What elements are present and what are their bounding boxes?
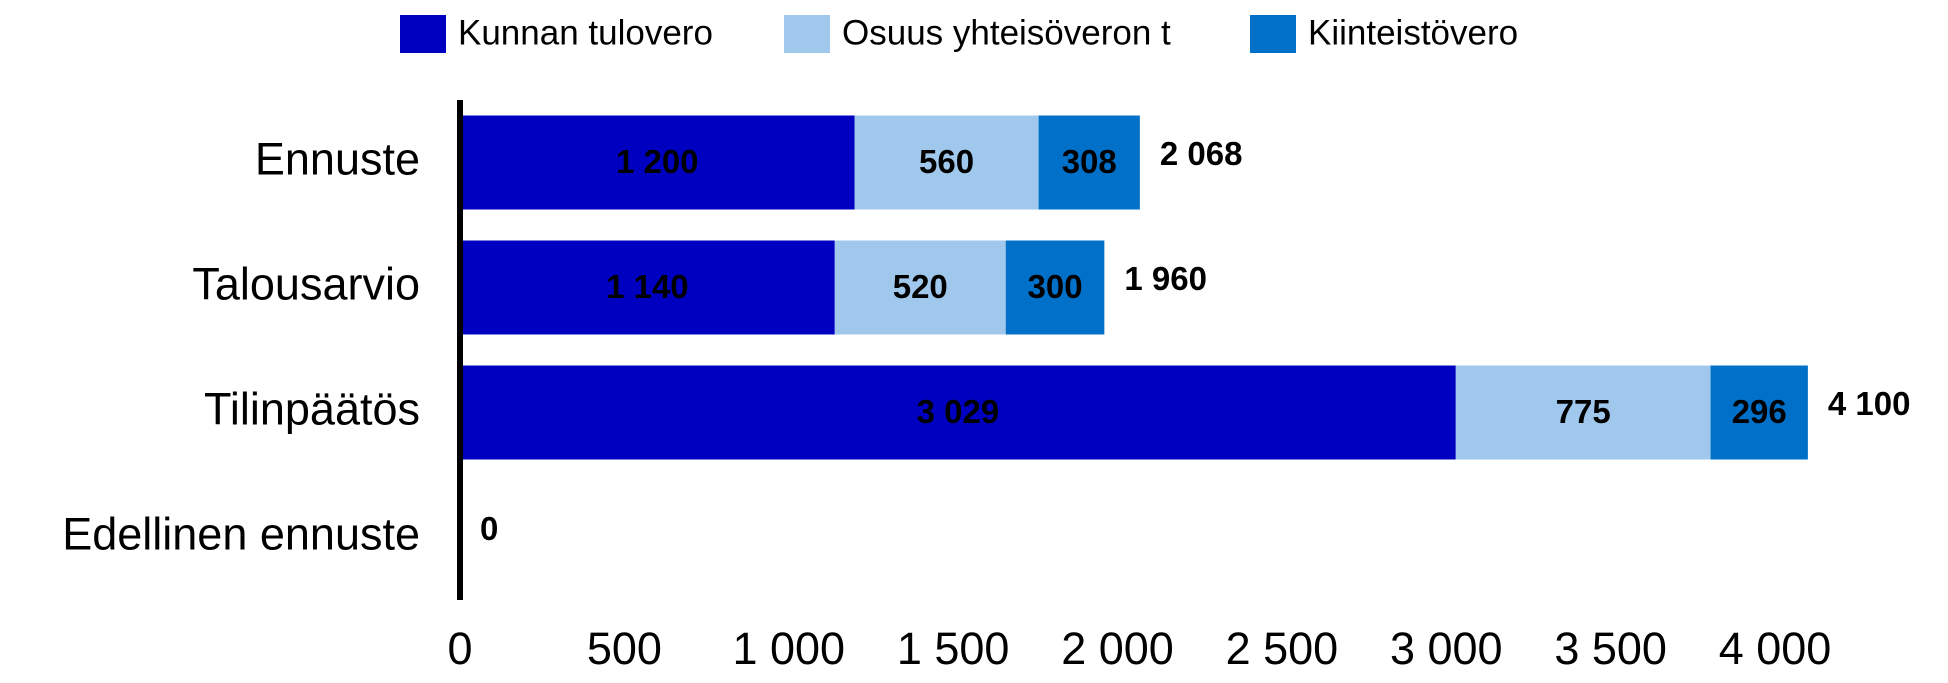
bar-segment — [1038, 115, 1140, 210]
legend-label: Osuus yhteisöveron t — [842, 13, 1171, 52]
bar-value-label: 520 — [893, 268, 948, 305]
legend-label: Kunnan tulovero — [458, 13, 713, 52]
x-tick-label: 3 000 — [1390, 623, 1503, 674]
total-label: 0 — [480, 510, 498, 547]
x-tick-label: 0 — [447, 623, 472, 674]
bar-segment — [1005, 240, 1105, 335]
bar-segment — [460, 365, 1456, 460]
bar-segment — [460, 240, 835, 335]
category-label: Tilinpäätös — [204, 383, 420, 434]
x-tick-label: 1 500 — [897, 623, 1010, 674]
x-tick-label: 4 000 — [1719, 623, 1832, 674]
bar-segment — [1455, 365, 1711, 460]
bar-segment — [854, 115, 1039, 210]
x-tick-label: 2 500 — [1226, 623, 1339, 674]
bar-value-label: 308 — [1062, 143, 1117, 180]
bar-segment — [460, 115, 855, 210]
x-tick-label: 500 — [587, 623, 662, 674]
legend-swatch — [784, 15, 830, 53]
bar-value-label: 1 140 — [606, 268, 689, 305]
total-label: 2 068 — [1160, 135, 1243, 172]
bar-value-label: 3 029 — [917, 393, 1000, 430]
category-label: Talousarvio — [192, 258, 420, 309]
bar-segment — [1710, 365, 1808, 460]
legend-swatch — [400, 15, 446, 53]
total-label: 1 960 — [1124, 260, 1207, 297]
bar-value-label: 300 — [1028, 268, 1083, 305]
x-tick-label: 3 500 — [1554, 623, 1667, 674]
bar-value-label: 775 — [1556, 393, 1611, 430]
bar-value-label: 1 200 — [616, 143, 699, 180]
x-tick-label: 1 000 — [732, 623, 845, 674]
category-label: Edellinen ennuste — [62, 508, 420, 559]
bar-value-label: 560 — [919, 143, 974, 180]
category-label: Ennuste — [255, 133, 420, 184]
bar-segment — [834, 240, 1006, 335]
legend-label: Kiinteistövero — [1308, 13, 1518, 52]
bar-value-label: 296 — [1732, 393, 1787, 430]
legend-swatch — [1250, 15, 1296, 53]
x-tick-label: 2 000 — [1061, 623, 1174, 674]
total-label: 4 100 — [1828, 385, 1911, 422]
